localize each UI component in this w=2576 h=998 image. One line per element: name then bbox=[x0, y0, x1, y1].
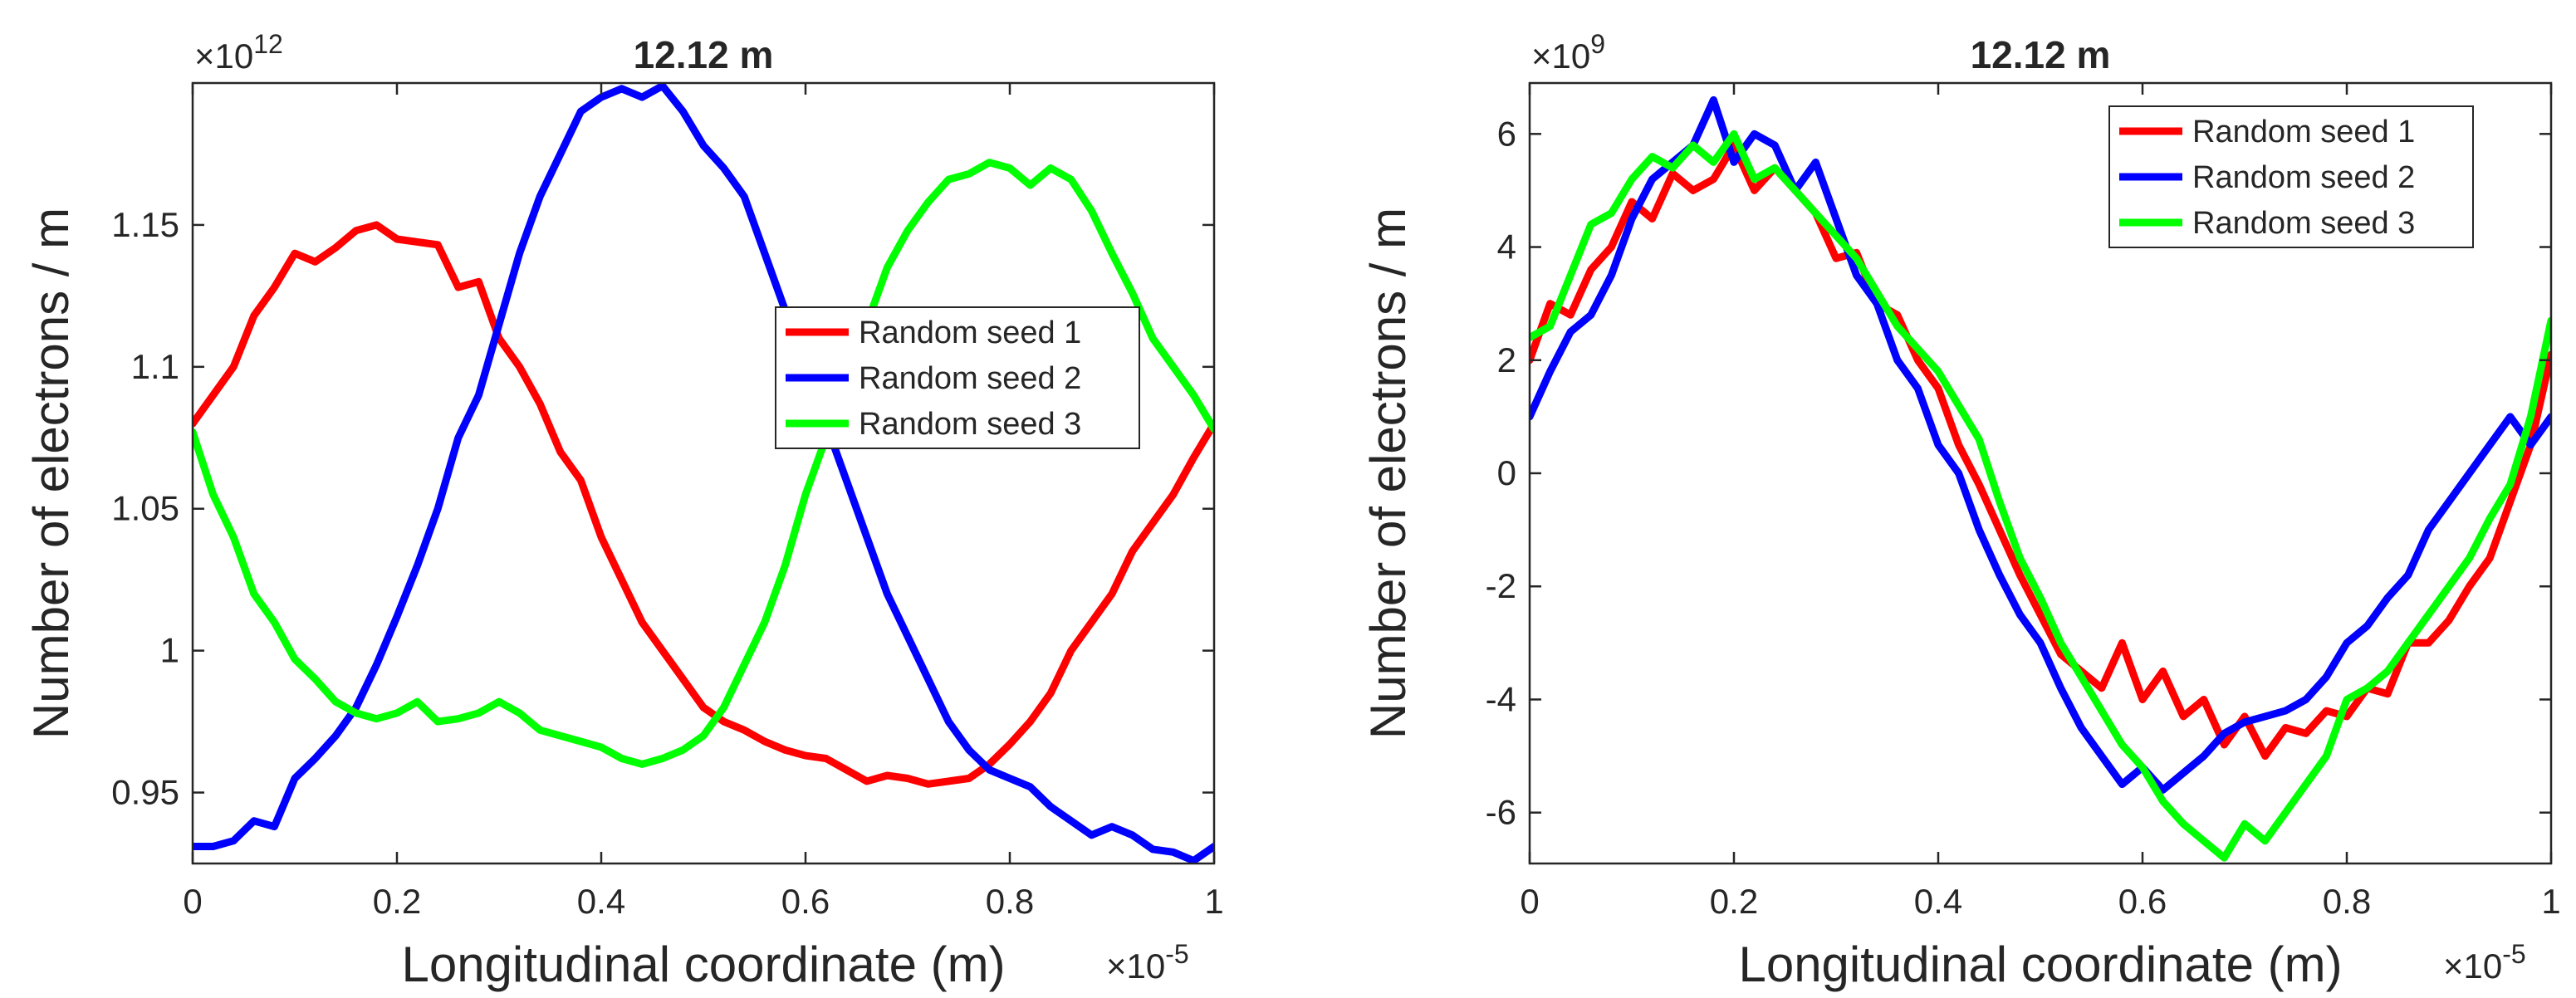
y-tick-label: -4 bbox=[1486, 679, 1516, 718]
x-tick-label: 0 bbox=[183, 882, 202, 921]
y-tick-label: -6 bbox=[1486, 793, 1516, 832]
y-tick-label: 1.1 bbox=[131, 347, 179, 386]
x-axis-label: Longitudinal coordinate (m) bbox=[1738, 937, 2342, 992]
y-tick-label: 1 bbox=[160, 631, 179, 670]
series-line-seed-2 bbox=[1530, 95, 2551, 794]
legend-label-seed-3: Random seed 3 bbox=[859, 407, 1081, 442]
x-exponent-label-power: -5 bbox=[2502, 939, 2525, 969]
axes-box bbox=[191, 81, 1216, 865]
y-axis-label: Number of electrons / m bbox=[1360, 208, 1416, 739]
series-line-seed-2 bbox=[193, 83, 1214, 863]
series-line-seed-1 bbox=[1530, 141, 2551, 761]
y-exponent-label: ×109 bbox=[1531, 29, 1605, 76]
x-tick-label: 0.6 bbox=[781, 882, 830, 921]
series-line-seed-1 bbox=[193, 221, 1214, 788]
chart-title: 12.12 m bbox=[1971, 33, 2111, 76]
legend-label-seed-1: Random seed 1 bbox=[2192, 115, 2415, 149]
legend: Random seed 1 Random seed 2 Random seed 3 bbox=[775, 306, 1140, 449]
y-tick-label: 1.05 bbox=[111, 489, 179, 528]
y-tick-label: 2 bbox=[1497, 340, 1516, 379]
y-tick-label: -2 bbox=[1486, 566, 1516, 605]
x-tick-label: 0 bbox=[1520, 882, 1539, 921]
x-tick-label: 0.2 bbox=[1710, 882, 1758, 921]
x-exponent-label: ×10-5 bbox=[2443, 939, 2526, 986]
y-exponent-label-base: ×10 bbox=[194, 37, 253, 76]
x-exponent-label: ×10-5 bbox=[1106, 939, 1189, 986]
legend: Random seed 1 Random seed 2 Random seed 3 bbox=[2108, 105, 2474, 248]
series-group bbox=[1530, 95, 2551, 862]
y-exponent-label-power: 9 bbox=[1590, 29, 1605, 59]
y-tick-label: 4 bbox=[1497, 227, 1516, 267]
y-tick-label: 1.15 bbox=[111, 205, 179, 244]
x-tick-label: 0.4 bbox=[577, 882, 625, 921]
chart-left: 0 0.2 0.4 0.6 0.8 1 0.95 1 1.05 1.1 1.15 12.12 m Lon… bbox=[23, 29, 1224, 992]
x-tick-label: 0.8 bbox=[986, 882, 1034, 921]
x-tick-label: 1 bbox=[1204, 882, 1223, 921]
y-exponent-label-power: 12 bbox=[253, 29, 283, 59]
y-tick-label: 0 bbox=[1497, 453, 1516, 492]
y-axis-label: Number of electrons / m bbox=[23, 208, 79, 739]
x-exponent-label-power: -5 bbox=[1165, 939, 1188, 969]
chart-title: 12.12 m bbox=[634, 33, 774, 76]
series-line-seed-3 bbox=[193, 159, 1214, 768]
x-tick-label: 0.6 bbox=[2118, 882, 2167, 921]
x-axis-label: Longitudinal coordinate (m) bbox=[401, 937, 1005, 992]
y-tick-label: 6 bbox=[1497, 114, 1516, 153]
x-tick-label: 0.2 bbox=[373, 882, 421, 921]
series-line-seed-3 bbox=[1530, 130, 2551, 862]
chart-right: 0 0.2 0.4 0.6 0.8 1 -6 -4 -2 0 2 4 6 12.12 m Longitudi… bbox=[1360, 29, 2561, 992]
x-exponent-label-base: ×10 bbox=[1106, 947, 1165, 986]
x-tick-label: 0.4 bbox=[1914, 882, 1962, 921]
legend-label-seed-1: Random seed 1 bbox=[859, 316, 1081, 350]
series-group bbox=[193, 83, 1214, 863]
x-tick-label: 1 bbox=[2541, 882, 2560, 921]
y-exponent-label-base: ×10 bbox=[1531, 37, 1590, 76]
y-exponent-label: ×1012 bbox=[194, 29, 283, 76]
legend-label-seed-2: Random seed 2 bbox=[859, 361, 1081, 396]
legend-label-seed-2: Random seed 2 bbox=[2192, 160, 2415, 195]
legend-label-seed-3: Random seed 3 bbox=[2192, 206, 2415, 241]
y-tick-label: 0.95 bbox=[111, 773, 179, 812]
x-tick-label: 0.8 bbox=[2323, 882, 2371, 921]
x-exponent-label-base: ×10 bbox=[2443, 947, 2502, 986]
